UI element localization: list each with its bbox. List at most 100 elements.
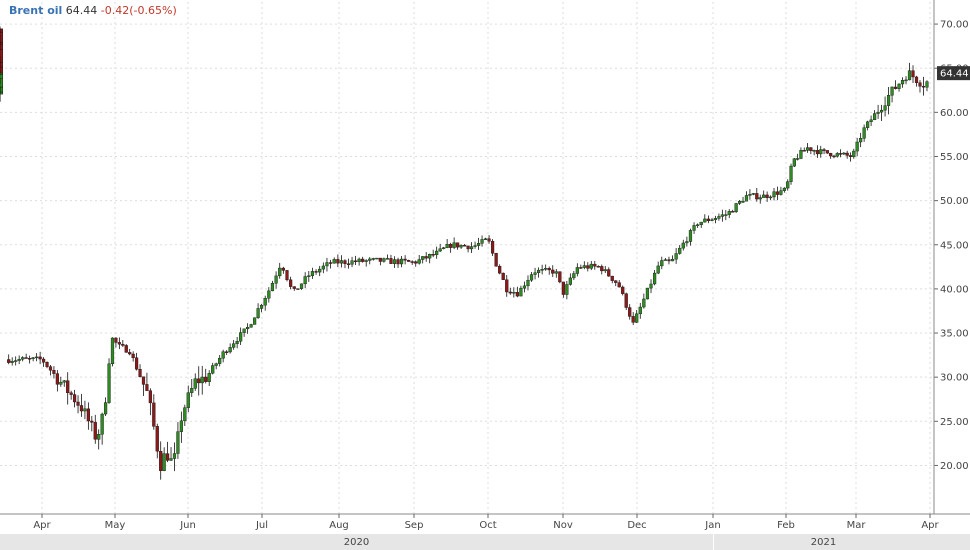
y-axis: 20.00 25.00 30.00 35.00 40.00 45.00 50.00 55.00… [933,0,969,514]
candle-down [138,369,142,377]
candle-down [667,259,671,262]
candle-up [649,283,653,289]
year-label: 2020 [344,537,369,548]
candle-down [911,70,915,78]
chart-header: Brent oil 64.44 -0.42(-0.65%) [9,4,177,17]
candle-up [299,283,304,289]
candle-up [263,298,267,306]
candle-down [328,262,333,264]
y-tick-label: 25.00 [940,417,969,428]
candle-up [270,282,275,292]
candle-up [239,332,243,342]
candle-up [512,292,516,294]
candle-down [0,62,3,68]
candle-up [724,214,728,216]
candle-up [0,74,3,79]
candle-up [674,253,678,260]
x-tick-label: Jan [704,520,720,531]
candle-down [809,147,813,151]
candle-down [501,272,505,280]
candle-up [660,260,664,267]
candle-up [480,239,484,244]
x-axis: Apr May Jun Jul Aug Sep Oct Nov Dec Jan Feb Mar Apr 2… [0,513,970,550]
candle-up [375,257,379,260]
candle-up [357,258,361,263]
x-tick-label: Nov [553,520,573,531]
candle-up [339,260,344,264]
candle-down [832,155,836,158]
candle-up [35,356,39,359]
candle-up [703,218,707,223]
candle-down [845,152,849,156]
candle-up [252,317,257,325]
candle-up [685,241,689,244]
candle-down [414,261,418,264]
candle-up [568,277,572,285]
candle-down [165,453,170,461]
candle-up [540,269,544,271]
candle-up [100,413,104,435]
candle-down [596,266,600,268]
candle-up [97,434,101,440]
candle-up [554,271,558,274]
candle-up [852,150,856,157]
candle-down [343,260,347,264]
candle-up [232,343,236,348]
candle-down [586,265,590,269]
candle-up [772,191,776,198]
candle-up [242,328,246,333]
candle-down [148,390,152,404]
candle-up [717,216,721,219]
candle-down [617,282,621,288]
candle-down [38,356,42,360]
candle-down [141,376,146,385]
candle-up [249,324,253,328]
x-tick-label: Apr [921,520,939,531]
candle-down [775,191,780,195]
candle-down [463,244,467,247]
y-tick-label: 70.00 [940,20,969,31]
candle-down [918,82,922,87]
y-tick-label: 20.00 [940,461,969,472]
candle-up [176,431,180,454]
x-tick-label: Jun [179,520,196,531]
candle-up [873,113,877,121]
year-band-2021 [714,534,970,550]
candle-up [303,276,307,285]
candle-up [907,70,912,81]
candle-up [879,109,884,113]
candle-up [332,259,336,264]
candle-up [688,230,693,242]
candle-up [428,254,432,259]
candle-down [28,358,32,360]
y-tick-label: 40.00 [940,284,969,295]
candle-up [792,158,796,167]
candle-up [859,138,863,143]
candle-down [490,241,495,254]
candle-up [421,256,425,260]
last-price-box [937,66,970,81]
candle-up [368,258,372,261]
candle-down [72,394,77,403]
candle-down [403,258,407,261]
candle-up [218,357,222,364]
candle-down [621,286,625,294]
candle-down [197,378,201,384]
candle-down [610,275,614,281]
candle-down [825,150,829,154]
candle-down [155,426,159,452]
candle-down [498,266,502,274]
candle-up [789,165,793,182]
candles [0,26,929,480]
candle-up [799,150,803,159]
candle-up [364,260,368,262]
candle-down [225,351,229,353]
y-tick-label: 60.00 [940,108,969,119]
candle-up [235,341,239,344]
candle-up [382,258,386,262]
candle-down [90,420,94,423]
candle-up [589,263,593,269]
candle-up [565,284,569,295]
candle-up [727,211,731,215]
